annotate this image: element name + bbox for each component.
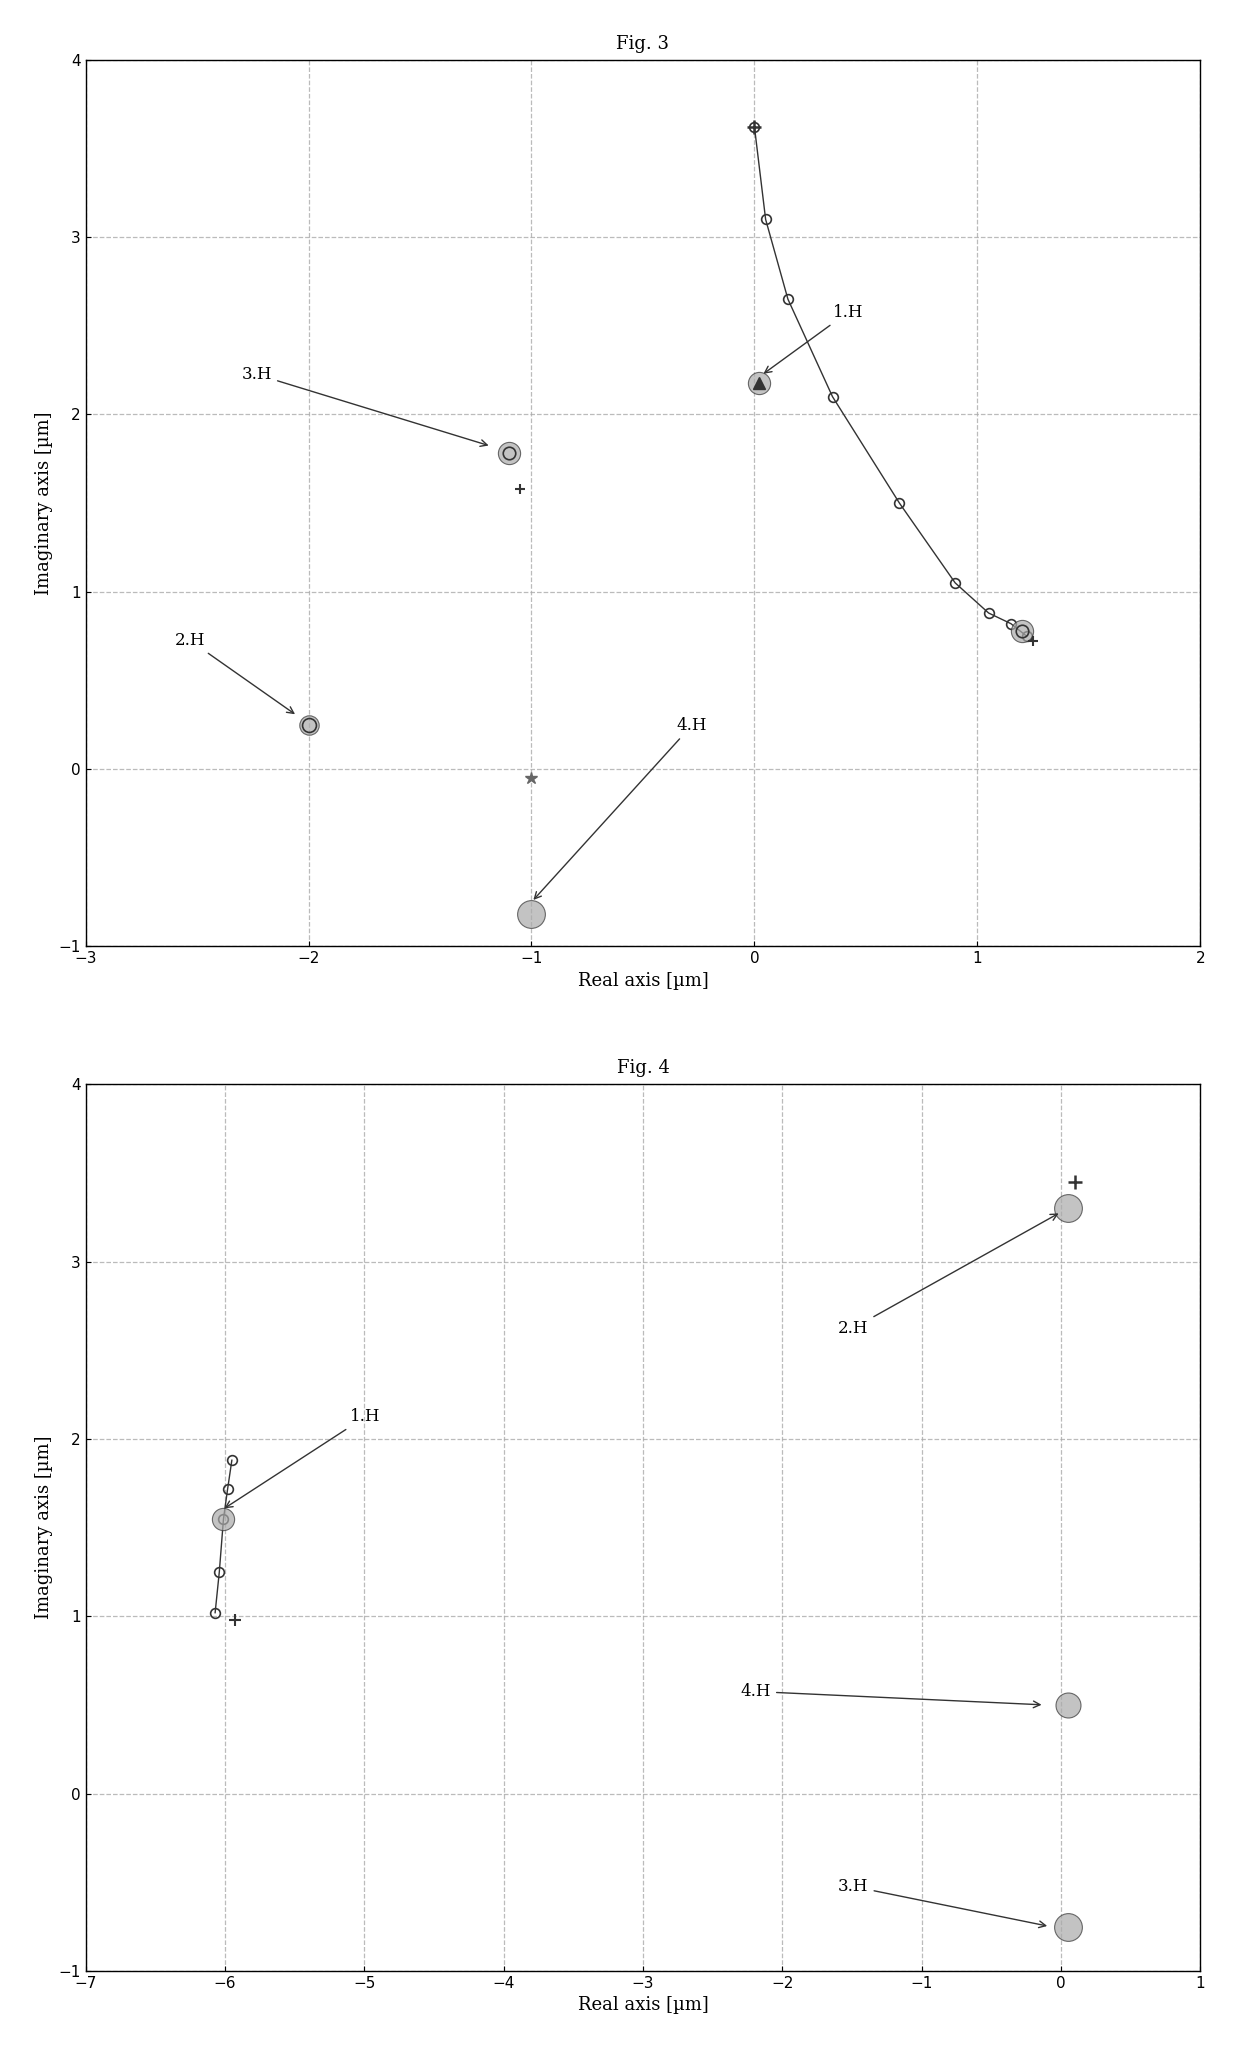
Title: Fig. 4: Fig. 4 — [616, 1059, 670, 1078]
Y-axis label: Imaginary axis [µm]: Imaginary axis [µm] — [35, 412, 53, 594]
Text: 1.H: 1.H — [765, 303, 863, 373]
Text: 3.H: 3.H — [242, 367, 487, 447]
X-axis label: Real axis [µm]: Real axis [µm] — [578, 1996, 708, 2014]
Text: 3.H: 3.H — [838, 1879, 1045, 1928]
Title: Fig. 3: Fig. 3 — [616, 35, 670, 53]
X-axis label: Real axis [µm]: Real axis [µm] — [578, 971, 708, 990]
Text: 4.H: 4.H — [740, 1682, 1040, 1707]
Text: 2.H: 2.H — [175, 631, 294, 713]
Text: 2.H: 2.H — [838, 1215, 1058, 1336]
Text: 4.H: 4.H — [534, 717, 707, 900]
Y-axis label: Imaginary axis [µm]: Imaginary axis [µm] — [35, 1436, 53, 1619]
Text: 1.H: 1.H — [226, 1408, 381, 1508]
